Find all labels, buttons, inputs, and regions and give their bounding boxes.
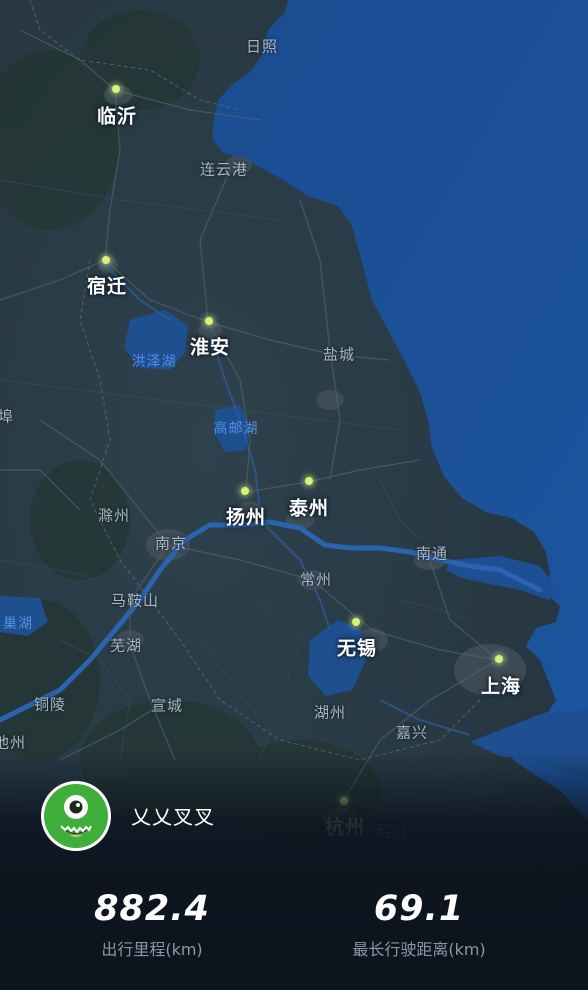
stat-longest-drive: 69.1 最长行驶距离(km): [299, 888, 539, 960]
city-dot-shanghai: [495, 655, 503, 663]
stat-longest-drive-label: 最长行驶距离(km): [352, 940, 486, 959]
map-label-lianyungang: 连云港: [199, 160, 249, 179]
map-label-changzhou: 常州: [299, 570, 333, 589]
city-dot-taizhou: [305, 477, 313, 485]
map-label-bengbu-partial: 埠: [0, 407, 15, 426]
user-avatar[interactable]: [41, 781, 111, 851]
stat-total-mileage-value: 882.4: [94, 889, 210, 929]
map-label-taizhou: 泰州: [288, 497, 330, 520]
city-dot-linyi: [112, 85, 120, 93]
city-dot-suqian: [102, 256, 110, 264]
user-name: 乂乂叉叉: [131, 805, 215, 829]
city-dot-huaian: [205, 317, 213, 325]
chao-lake: [0, 596, 48, 636]
map-label-chaohu: 巢湖: [3, 616, 33, 632]
map-label-nantong: 南通: [415, 544, 449, 563]
map-label-linyi: 临沂: [96, 105, 138, 128]
map-label-chuzhou: 滁州: [97, 506, 131, 525]
map-label-wuhu: 芜湖: [109, 636, 143, 655]
city-dot-wuxi: [352, 618, 360, 626]
stat-longest-drive-value: 69.1: [373, 889, 465, 929]
yangtze-river: [0, 519, 543, 723]
map-label-nanjing: 南京: [154, 534, 188, 553]
map-label-xuancheng: 宣城: [150, 696, 184, 715]
map-label-rizhao: 日照: [245, 37, 279, 56]
green-monster-avatar-icon: [44, 784, 108, 848]
map-label-maanshan: 马鞍山: [110, 591, 160, 610]
map-label-huaian: 淮安: [189, 336, 231, 359]
stat-total-mileage: 882.4 出行里程(km): [32, 888, 272, 960]
lakes: [0, 310, 366, 696]
gaoyou-lake: [214, 405, 250, 452]
map-label-jiaxing: 嘉兴: [395, 723, 429, 742]
rivers: [99, 259, 471, 736]
map-label-hongzehu: 洪泽湖: [131, 354, 177, 370]
map-label-shanghai: 上海: [480, 675, 522, 698]
city-dot-yangzhou: [241, 487, 249, 495]
map-label-yancheng: 盐城: [322, 345, 356, 364]
map-label-chizhou: 池州: [0, 733, 27, 752]
map-label-wuxi: 无锡: [336, 637, 378, 660]
map-label-suqian: 宿迁: [86, 275, 128, 298]
tai-lake: [308, 620, 366, 696]
map-label-tongling: 铜陵: [33, 695, 67, 714]
stat-total-mileage-label: 出行里程(km): [101, 940, 203, 959]
map-label-huzhou: 湖州: [313, 703, 347, 722]
hongze-lake: [124, 310, 188, 370]
road-network-fine: [0, 179, 471, 761]
map-label-gaoyouhu: 高邮湖: [213, 421, 259, 437]
urban-areas: [98, 85, 526, 832]
province-boundary: [29, 0, 481, 761]
map-label-yangzhou: 扬州: [225, 506, 267, 529]
